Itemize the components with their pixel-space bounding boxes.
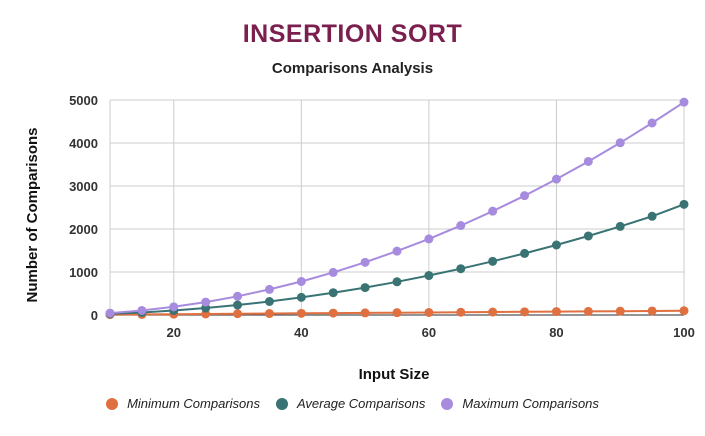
data-point	[679, 199, 689, 209]
y-tick-label: 2000	[69, 222, 98, 237]
legend-marker-maximum	[441, 397, 454, 410]
data-point	[264, 296, 274, 306]
y-tick-label: 5000	[69, 93, 98, 108]
x-tick-label: 40	[294, 325, 308, 340]
legend-label-average: Average Comparisons	[296, 396, 426, 411]
y-tick-label: 1000	[69, 265, 98, 280]
series-0	[105, 306, 689, 320]
data-point	[583, 306, 593, 316]
legend-item-minimum: Minimum Comparisons	[106, 396, 260, 411]
data-point	[488, 206, 498, 216]
x-tick-label: 60	[422, 325, 436, 340]
legend-label-minimum: Minimum Comparisons	[127, 396, 260, 411]
data-point	[105, 308, 115, 318]
legend-label-maximum: Maximum Comparisons	[462, 396, 599, 411]
data-point	[424, 271, 434, 281]
data-point	[679, 97, 689, 107]
data-point	[456, 307, 466, 317]
axis-ticks: 0 1000 2000 3000 4000 5000 20 40 60 80 100	[69, 93, 695, 340]
data-point	[520, 248, 530, 258]
legend-marker-average	[275, 397, 288, 410]
data-point	[520, 307, 530, 317]
y-tick-label: 0	[91, 308, 98, 323]
legend-marker-minimum	[106, 397, 119, 410]
data-point	[201, 297, 211, 307]
series-line	[109, 203, 685, 315]
data-point	[328, 308, 338, 318]
data-point	[456, 264, 466, 274]
data-point	[583, 231, 593, 241]
data-point	[328, 288, 338, 298]
x-tick-label: 80	[549, 325, 563, 340]
data-point	[360, 308, 370, 318]
series-1	[105, 199, 689, 319]
data-point	[520, 191, 530, 201]
data-point	[424, 307, 434, 317]
data-point	[551, 240, 561, 250]
series-lines	[105, 97, 689, 320]
x-tick-label: 20	[167, 325, 181, 340]
data-point	[488, 307, 498, 317]
chart-title: INSERTION SORT	[242, 20, 463, 48]
data-point	[137, 305, 147, 315]
data-point	[392, 277, 402, 287]
data-point	[296, 276, 306, 286]
series-2	[105, 97, 689, 318]
legend-item-maximum: Maximum Comparisons	[441, 396, 599, 411]
data-point	[296, 308, 306, 318]
data-point	[456, 221, 466, 231]
data-point	[360, 257, 370, 267]
x-tick-label: 100	[673, 325, 695, 340]
line-chart: 0 1000 2000 3000 4000 5000 20 40 60 80 100 Input S…	[24, 93, 695, 383]
data-point	[488, 256, 498, 266]
x-axis-label: Input Size	[359, 366, 430, 383]
data-point	[392, 308, 402, 318]
y-tick-label: 4000	[69, 136, 98, 151]
data-point	[615, 306, 625, 316]
data-point	[360, 283, 370, 293]
data-point	[264, 309, 274, 319]
data-point	[424, 234, 434, 244]
data-point	[233, 291, 243, 301]
data-point	[169, 302, 179, 312]
data-point	[551, 174, 561, 184]
data-point	[583, 156, 593, 166]
data-point	[615, 221, 625, 231]
data-point	[615, 138, 625, 148]
data-point	[392, 246, 402, 256]
chart-subtitle: Comparisons Analysis	[271, 60, 434, 77]
data-point	[296, 292, 306, 302]
data-point	[647, 211, 657, 221]
data-point	[233, 300, 243, 310]
data-point	[264, 284, 274, 294]
legend: Minimum Comparisons Average Comparisons …	[0, 396, 705, 411]
data-point	[328, 267, 338, 277]
data-point	[647, 118, 657, 128]
data-point	[233, 309, 243, 319]
data-point	[647, 306, 657, 316]
data-point	[679, 306, 689, 316]
legend-item-average: Average Comparisons	[275, 396, 426, 411]
y-tick-label: 3000	[69, 179, 98, 194]
data-point	[551, 307, 561, 317]
y-axis-label: Number of Comparisons	[24, 127, 41, 302]
